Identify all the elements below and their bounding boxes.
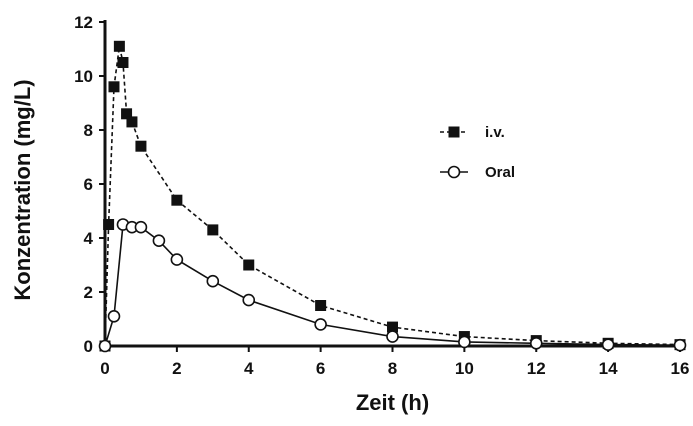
- data-point-oral: [529, 336, 543, 350]
- y-tick-label: 0: [84, 337, 93, 356]
- legend-item-iv: i.v.: [440, 124, 505, 141]
- data-point-oral: [152, 234, 166, 247]
- legend-marker-iv: [448, 126, 460, 138]
- y-tick-label: 2: [84, 283, 93, 302]
- data-point-iv: [387, 321, 398, 333]
- axes: [103, 20, 680, 348]
- y-ticks: 0 2 4 6 8 10 12: [74, 13, 105, 356]
- x-tick-label: 14: [599, 359, 618, 378]
- data-point-oral: [601, 338, 615, 351]
- series-iv: [99, 40, 686, 352]
- x-tick-label: 4: [244, 359, 254, 378]
- data-point-oral: [673, 338, 687, 352]
- data-point-iv: [243, 259, 255, 271]
- legend-marker-oral: [447, 165, 461, 179]
- data-point-iv: [117, 57, 129, 68]
- x-tick-label: 0: [100, 359, 109, 378]
- x-tick-label: 8: [388, 359, 397, 378]
- y-axis-title: Konzentration (mg/L): [10, 79, 35, 300]
- data-point-oral: [134, 220, 148, 234]
- data-point-iv: [315, 300, 327, 311]
- y-tick-label: 4: [84, 229, 94, 248]
- x-tick-label: 6: [316, 359, 325, 378]
- data-point-oral: [458, 335, 471, 349]
- data-point-oral: [170, 253, 184, 266]
- series-layer: [98, 40, 687, 353]
- legend: i.v. Oral: [440, 124, 515, 181]
- x-axis-title: Zeit (h): [356, 390, 429, 415]
- y-tick-label: 12: [74, 13, 93, 32]
- y-tick-label: 6: [84, 175, 93, 194]
- data-point-iv: [126, 116, 138, 128]
- data-point-iv: [171, 194, 183, 206]
- data-point-oral: [98, 339, 112, 353]
- x-tick-label: 10: [455, 359, 474, 378]
- data-point-iv: [113, 40, 125, 52]
- data-point-oral: [107, 309, 121, 323]
- series-oral: [98, 218, 687, 353]
- data-point-iv: [207, 224, 219, 236]
- data-point-iv: [103, 219, 115, 230]
- data-point-oral: [314, 318, 327, 331]
- legend-label-oral: Oral: [485, 164, 515, 181]
- x-ticks: 0 2 4 6 8 10 12 14 16: [100, 346, 689, 378]
- data-point-oral: [386, 330, 399, 343]
- series-line-iv: [104, 46, 681, 347]
- y-tick-label: 10: [74, 67, 93, 86]
- x-tick-label: 16: [671, 359, 690, 378]
- legend-item-oral: Oral: [440, 164, 515, 181]
- y-tick-label: 8: [84, 121, 93, 140]
- data-point-iv: [108, 81, 120, 93]
- x-tick-label: 12: [527, 359, 546, 378]
- x-tick-label: 2: [172, 359, 181, 378]
- legend-label-iv: i.v.: [485, 124, 505, 141]
- data-point-iv: [121, 108, 133, 120]
- data-point-oral: [242, 293, 256, 307]
- data-point-oral: [206, 274, 220, 288]
- data-point-iv: [135, 140, 147, 152]
